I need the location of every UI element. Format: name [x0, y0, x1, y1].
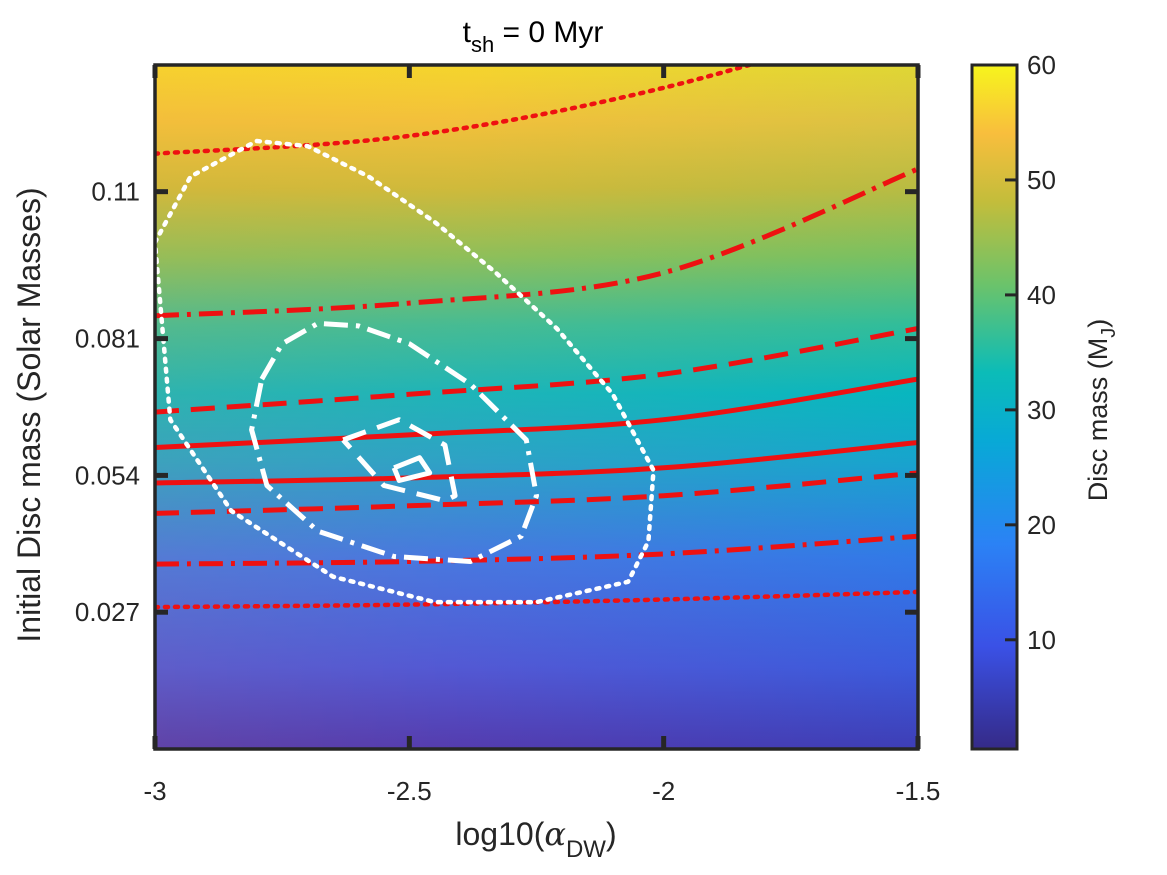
y-tick-labels: 0.027 0.054 0.081 0.11	[75, 177, 140, 628]
y-tick-label: 0.054	[75, 460, 140, 490]
colorbar-label: Disc mass (MJ)	[1083, 319, 1120, 502]
x-tick-label: -1.5	[896, 776, 941, 806]
red-contour-dotted-6	[155, 65, 758, 156]
red-contour-solid-0	[155, 376, 918, 450]
white-contour-dashdot	[249, 320, 539, 564]
colorbar-tick-label: 40	[1027, 280, 1056, 310]
x-tick-labels: -3 -2.5 -2 -1.5	[143, 776, 940, 806]
heatmap-shading	[155, 65, 918, 749]
colorbar-ticks: 10 20 30 40 50 60	[1005, 50, 1056, 655]
y-tick-label: 0.027	[75, 597, 140, 627]
y-tick-label: 0.11	[91, 177, 140, 207]
tick-marks	[152, 65, 921, 749]
x-tick-label: -2	[652, 776, 675, 806]
y-axis-label: Initial Disc mass (Solar Masses)	[11, 187, 47, 642]
white-contour-dotted	[155, 138, 656, 605]
red-contour-dashed-3	[155, 470, 918, 516]
chart-title: tsh = 0 Myr	[463, 16, 604, 57]
plot-frame	[153, 63, 920, 751]
x-axis-label: log10(αDW)	[455, 815, 616, 863]
red-contour-dashdot-5	[155, 533, 918, 567]
red-contour-dashed-2	[155, 326, 918, 415]
y-tick-label: 0.081	[75, 324, 140, 354]
white-contour-lines	[155, 138, 656, 605]
white-contour-solid	[391, 455, 433, 483]
red-contour-dashdot-4	[155, 166, 918, 319]
x-tick-label: -3	[143, 776, 166, 806]
colorbar-tick-label: 30	[1027, 395, 1056, 425]
colorbar-tick-label: 50	[1027, 165, 1056, 195]
colorbar-tick-label: 20	[1027, 510, 1056, 540]
colorbar-tick-label: 10	[1027, 625, 1056, 655]
colorbar-tick-label: 60	[1027, 50, 1056, 80]
colorbar	[970, 63, 1019, 751]
white-contour-dashed	[341, 417, 458, 504]
x-tick-label: -2.5	[387, 776, 432, 806]
